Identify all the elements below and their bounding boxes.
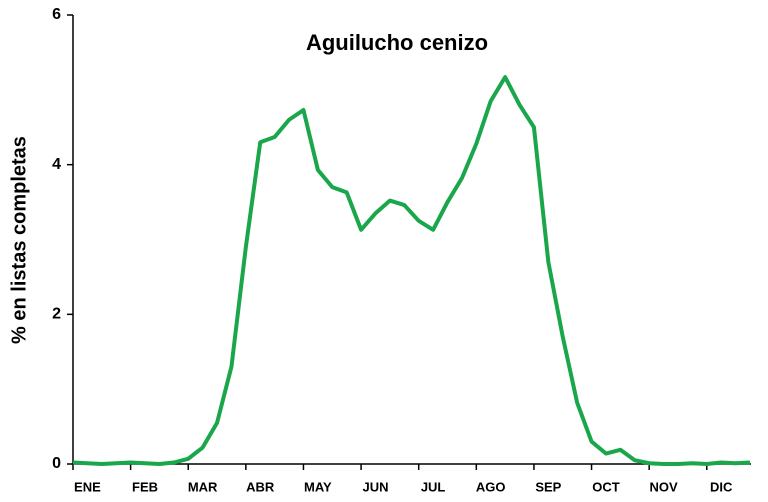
y-tick-label: 2 <box>52 306 61 323</box>
x-tick-label: NOV <box>649 479 678 494</box>
x-tick-label: OCT <box>592 479 620 494</box>
x-tick-label: ENE <box>74 479 101 494</box>
x-tick-label: SEP <box>535 479 561 494</box>
line-series <box>72 75 751 466</box>
x-tick-label: JUL <box>421 479 446 494</box>
y-tick-label: 6 <box>52 6 61 23</box>
x-tick-label: MAR <box>188 479 218 494</box>
x-tick-label: JUN <box>362 479 388 494</box>
x-tick-label: FEB <box>132 479 158 494</box>
y-tick-label: 4 <box>52 156 61 173</box>
chart-title: Aguilucho cenizo <box>306 30 488 55</box>
x-tick-label: AGO <box>476 479 506 494</box>
y-tick-label: 0 <box>52 455 61 472</box>
x-tick-label: ABR <box>246 479 275 494</box>
y-axis-label: % en listas completas <box>8 136 30 344</box>
x-tick-label: DIC <box>710 479 733 494</box>
x-tick-label: MAY <box>304 479 332 494</box>
